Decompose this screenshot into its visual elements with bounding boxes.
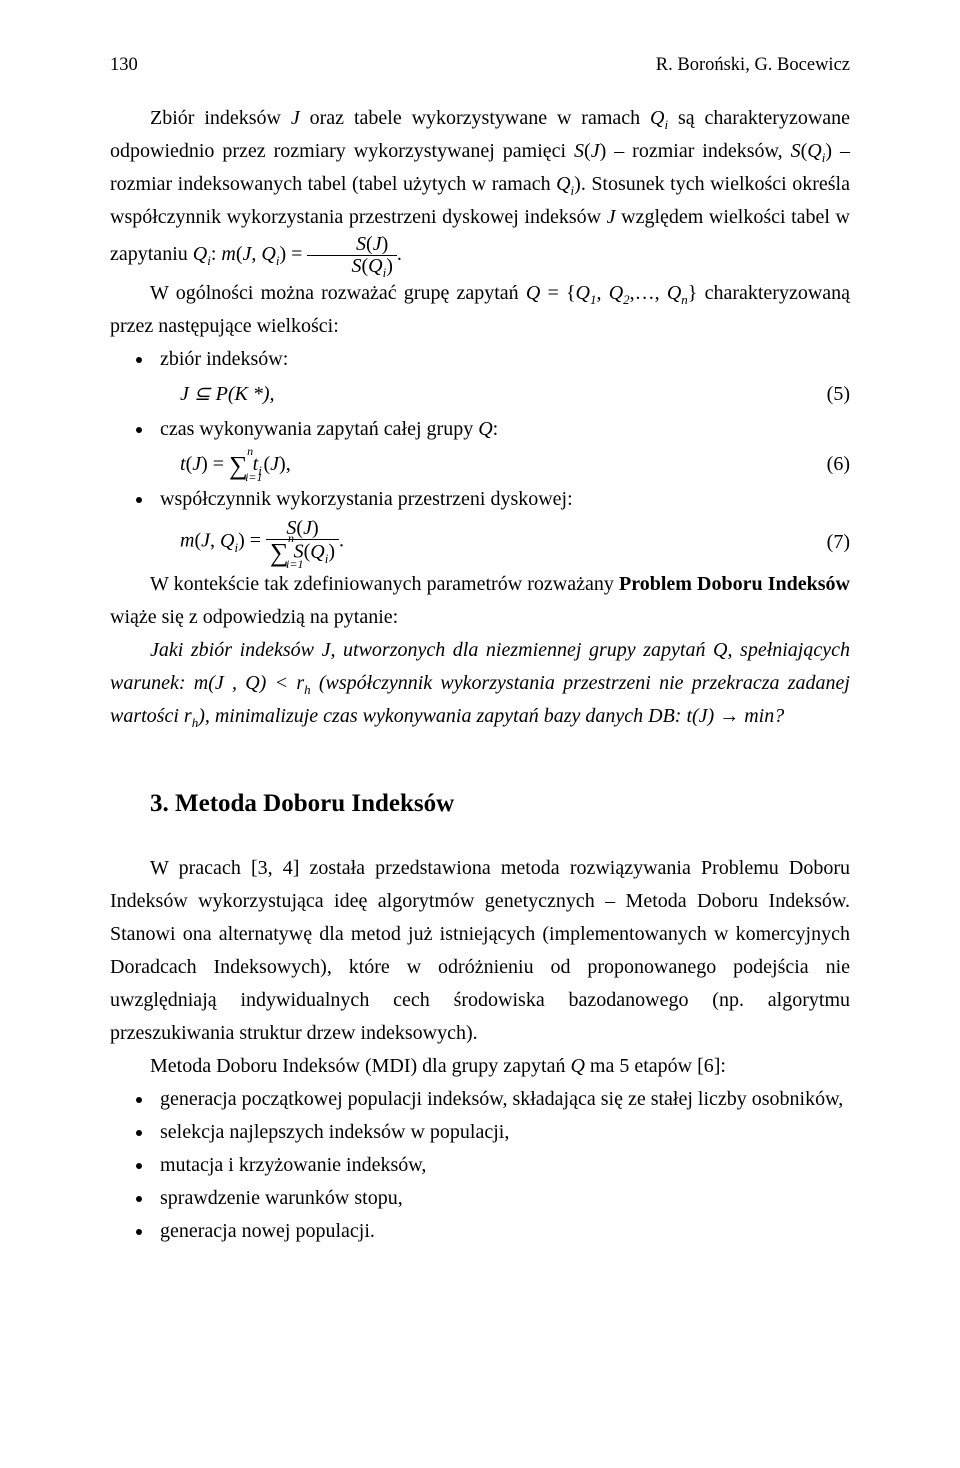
header-authors: R. Boroński, G. Bocewicz <box>656 54 850 76</box>
eq-number: (5) <box>807 378 850 411</box>
bullet-list-2: generacja początkowej populacji indeksów… <box>110 1083 850 1248</box>
paragraph-4-italic: Jaki zbiór indeksów J, utworzonych dla n… <box>110 634 850 733</box>
text: ma 5 etapów [6]: <box>585 1055 726 1077</box>
text: – rozmiar indeksów, <box>606 140 790 162</box>
var-SJ: S <box>574 140 584 162</box>
list-item: sprawdzenie warunków stopu, <box>154 1182 850 1215</box>
var-Qi3: Qi <box>556 173 574 195</box>
paragraph-3: W kontekście tak zdefiniowanych parametr… <box>110 568 850 634</box>
var-Qi2: Qi <box>807 140 825 162</box>
paragraph-2: W ogólności można rozważać grupę zapytań… <box>110 277 850 343</box>
eq-body: J ⊆ P(K *), <box>160 378 807 411</box>
bold-term: Problem Doboru Indeksów <box>619 573 850 595</box>
list-item: generacja nowej populacji. <box>154 1215 850 1248</box>
paper-page: 130 R. Boroński, G. Bocewicz Zbiór indek… <box>0 0 960 1468</box>
eq-body: m(J, Qi) = S(J) ∑ni=1 S(Qi) . <box>160 518 807 566</box>
list-item: mutacja i krzyżowanie indeksów, <box>154 1149 850 1182</box>
inline-equation-cond: m(J , Q) < rh <box>194 672 311 694</box>
bullet-list-1: zbiór indeksów: J ⊆ P(K *), (5) czas wyk… <box>110 343 850 566</box>
running-header: 130 R. Boroński, G. Bocewicz <box>110 54 850 76</box>
var-J: J <box>291 107 300 129</box>
var-J2: J <box>591 140 600 162</box>
eq-number: (6) <box>807 448 850 481</box>
text: czas wykonywania zapytań całej grupy <box>160 418 478 440</box>
paragraph-5: W pracach [3, 4] została przedstawiona m… <box>110 852 850 1050</box>
text: W ogólności można rozważać grupę zapytań <box>150 282 526 304</box>
var-Q2: Q <box>570 1055 584 1077</box>
var-J3: J <box>607 206 616 228</box>
equation-7: m(J, Qi) = S(J) ∑ni=1 S(Qi) . (7) <box>160 518 850 566</box>
var-Qi4: Qi <box>193 243 211 265</box>
section-heading: 3. Metoda Doboru Indeksów <box>150 783 850 824</box>
equation-5: J ⊆ P(K *), (5) <box>160 378 850 411</box>
text: współczynnik wykorzystania przestrzeni d… <box>160 488 573 510</box>
text: ), minimalizuje czas wykonywania zapytań… <box>198 705 784 727</box>
eq-number: (7) <box>807 526 850 559</box>
list-item: zbiór indeksów: J ⊆ P(K *), (5) <box>154 343 850 411</box>
var-Q: Q <box>478 418 492 440</box>
text: Zbiór indeksów <box>150 107 291 129</box>
text: W kontekście tak zdefiniowanych parametr… <box>150 573 619 595</box>
text: zbiór indeksów: <box>160 348 288 370</box>
page-number: 130 <box>110 54 138 76</box>
text: wiąże się z odpowiedzią na pytanie: <box>110 606 398 628</box>
inline-equation-m: m(J, Qi) = S(J) S(Qi) . <box>221 243 401 265</box>
var-SQi: S <box>791 140 801 162</box>
paragraph-1: Zbiór indeksów J oraz tabele wykorzystyw… <box>110 102 850 277</box>
text: oraz tabele wykorzystywane w ramach <box>300 107 650 129</box>
var-Qset: Q <box>526 282 540 304</box>
list-item: generacja początkowej populacji indeksów… <box>154 1083 850 1116</box>
equation-6: t(J) = ∑ni=1 ti (J), (6) <box>160 448 850 481</box>
list-item: selekcja najlepszych indeksów w populacj… <box>154 1116 850 1149</box>
text: Metoda Doboru Indeksów (MDI) dla grupy z… <box>150 1055 570 1077</box>
list-item: czas wykonywania zapytań całej grupy Q: … <box>154 413 850 481</box>
eq-body: t(J) = ∑ni=1 ti (J), <box>160 448 807 481</box>
var-Qi: Qi <box>650 107 668 129</box>
paragraph-6: Metoda Doboru Indeksów (MDI) dla grupy z… <box>110 1050 850 1083</box>
list-item: współczynnik wykorzystania przestrzeni d… <box>154 483 850 566</box>
